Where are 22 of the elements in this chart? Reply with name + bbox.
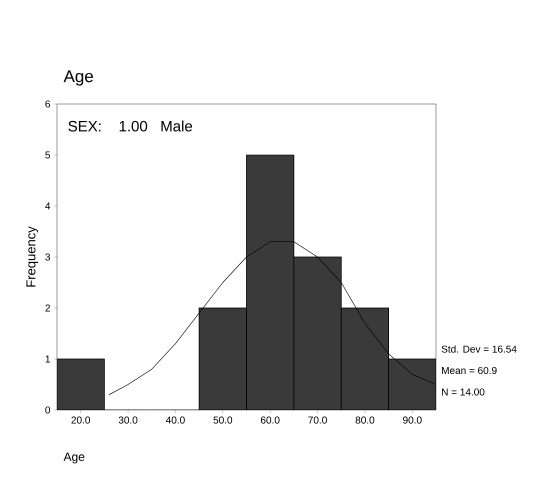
text: SEX: 1.00 Male	[68, 120, 192, 132]
x-tick-label: 20.0	[71, 416, 90, 424]
x-tick-label: 40.0	[166, 416, 185, 424]
text: N = 14.00	[442, 388, 484, 396]
chart-title: Age	[64, 70, 94, 86]
y-axis-title: Frequency	[26, 226, 38, 287]
y-tick-label: 4	[45, 202, 50, 210]
y-tick-label: 5	[45, 152, 50, 158]
text: Std. Dev = 16.54	[442, 345, 517, 353]
x-tick-label: 80.0	[356, 416, 374, 424]
y-tick-label: 6	[45, 100, 50, 108]
x-tick-label: 30.0	[118, 416, 138, 424]
text: Mean = 60.9	[442, 366, 497, 374]
y-tick-label: 1	[46, 356, 50, 362]
x-axis-title: Age	[64, 452, 84, 464]
y-tick-label: 0	[45, 406, 50, 414]
y-tick-label: 2	[45, 304, 50, 312]
x-tick-label: 50.0	[213, 416, 232, 424]
x-tick-label: 70.0	[308, 416, 327, 424]
y-tick-label: 3	[45, 253, 50, 261]
x-tick-label: 60.0	[260, 416, 280, 424]
x-tick-label: 90.0	[403, 416, 422, 424]
